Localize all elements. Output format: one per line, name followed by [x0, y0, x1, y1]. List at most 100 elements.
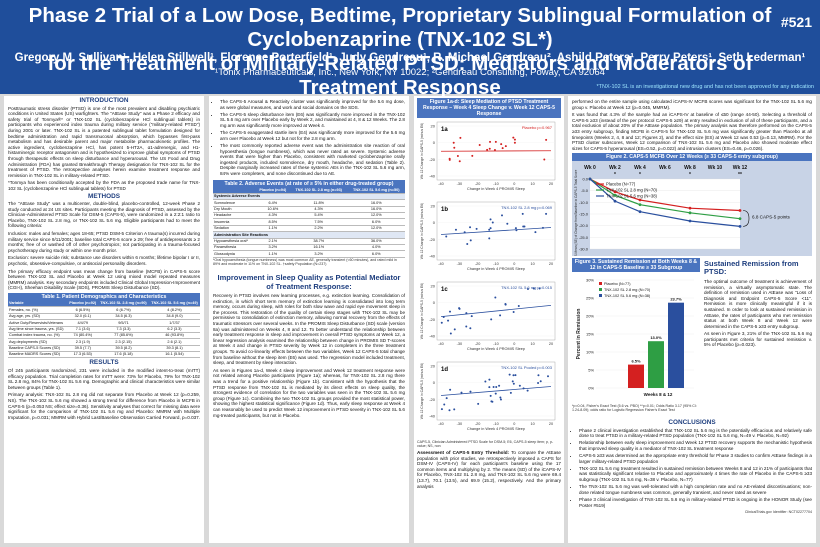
- data-point: [512, 310, 515, 313]
- week-label: Wk 8: [684, 165, 696, 171]
- table-cell: 2.2%: [289, 225, 348, 233]
- data-point: [499, 314, 502, 317]
- data-point: [534, 231, 537, 234]
- data-point: [471, 154, 474, 157]
- y-tick-label: 0: [433, 140, 436, 145]
- series-point: [638, 198, 642, 202]
- data-point: [490, 318, 493, 321]
- x-tick-label: -20: [475, 262, 481, 266]
- table-row: Avg age, yrs. (SD) 32.0 (6.1) 34.5 (6.3) 34…: [8, 313, 200, 321]
- week-label: Wk 12: [733, 165, 748, 171]
- y-axis-label: Percent in Remission: [576, 309, 582, 360]
- table1-header: Placebo (n=92): [67, 301, 98, 308]
- table-cell: 39.5 (7.7): [67, 345, 98, 353]
- data-point: [512, 136, 515, 139]
- x-axis-label: Change in Week 4 PROMIS Sleep: [467, 427, 525, 431]
- x-tick-label: 10: [531, 342, 535, 346]
- sustained-remission-block: Sustained Remission from PTSD: The optim…: [704, 258, 812, 350]
- y-tick-label: 20: [431, 364, 436, 369]
- table-row: Active Duty/Reservists/Veterans 4/4/79 9/5…: [8, 319, 200, 327]
- conclusion-item: CAPS-5 ≥33 was determined as the appropr…: [579, 453, 812, 464]
- title-line-1: Phase 2 Trial of a Low Dose, Bedtime, Pr…: [28, 4, 772, 51]
- data-point: [526, 287, 529, 290]
- table-cell: Avg age, yrs. (SD): [8, 313, 68, 321]
- week-label: Wk 2: [609, 165, 621, 171]
- investigational-disclaimer: *TNX-102 SL is an investigational new dr…: [596, 84, 815, 90]
- conclusion-item: Phase 3 clinical investigation of TNX-10…: [579, 497, 812, 508]
- table-section-row: Systemic Adverse Events: [213, 193, 405, 201]
- conclusion-item: Phase 2 clinical investigation establish…: [579, 428, 812, 439]
- data-point: [538, 287, 541, 290]
- table1-title: Table 1. Patient Demographics and Charac…: [8, 293, 200, 301]
- column-4: performed on the entire sample using cal…: [568, 96, 816, 543]
- y-tick-label: -40: [429, 254, 436, 259]
- x-tick-label: 10: [531, 422, 535, 426]
- col4-paragraph-2: It was found that 4.3% of the sample had…: [572, 112, 812, 151]
- x-tick-label: -10: [493, 342, 499, 346]
- table-cell: 4.3%: [289, 206, 348, 214]
- figure2-line-chart: Wk 0 Wk 2 Wk 4 Wk 6 Wk 8 Wk 10 Wk 12* * * **0.0-5…: [572, 161, 812, 259]
- series-point: [613, 190, 617, 194]
- legend-swatch: [599, 287, 602, 291]
- table-cell: Baseline MADRS Scores (SD): [8, 351, 68, 359]
- table-cell: 39.5 (8.2): [97, 345, 149, 353]
- table-cell: 17.6 (5.18): [97, 351, 149, 359]
- data-point: [532, 287, 535, 290]
- bar-value-label: 6.5%: [631, 359, 641, 364]
- table1-header: TNX-102 SL 5.6 mg (n=49): [148, 301, 200, 308]
- series-point: [638, 203, 642, 207]
- data-point: [488, 147, 491, 150]
- data-point: [459, 136, 462, 139]
- figure2-title: Figure 2. CAPS-5 MCFB Over 12 Weeks (≥ 3…: [572, 153, 812, 162]
- data-point: [537, 382, 540, 385]
- data-point: [465, 325, 468, 328]
- table-cell: 12.0%: [347, 212, 405, 220]
- table1-header: TNX-102 SL 2.8 mg (n=90): [97, 301, 149, 308]
- table-row: Hypoaesthesia oral* 2.1% 38.7% 36.0%: [213, 238, 405, 245]
- y-tick-label: 15%: [586, 331, 594, 336]
- data-point: [512, 382, 515, 385]
- data-point: [445, 235, 448, 238]
- table2-footnote: *Oral hypoaesthesia (tongue numbness) wa…: [213, 257, 397, 266]
- data-point: [458, 160, 461, 163]
- x-tick-label: 20: [549, 422, 553, 426]
- data-point: [500, 214, 503, 217]
- y-tick-label: 5%: [588, 367, 594, 372]
- adverse-events-table: Placebo (n=94) TNX-102 SL 2.8 mg (n=93) …: [213, 187, 405, 258]
- legend-label: TNX-102 SL 2.8 mg (N=70): [606, 188, 658, 193]
- x-tick-label: -40: [438, 182, 444, 186]
- data-point: [449, 388, 452, 391]
- table-cell: Avg time since trauma, yrs. (SD): [8, 326, 68, 333]
- x-tick-label: -40: [438, 262, 444, 266]
- data-point: [513, 141, 516, 144]
- data-point: [498, 384, 501, 387]
- table-row: Somnolence 6.4% 11.8% 16.0%: [213, 199, 405, 207]
- table-cell: 4/4/79: [67, 319, 98, 327]
- table-cell: 8.5%: [255, 218, 290, 226]
- sustained-paragraph-2: As seen in Figure 3, 21% of the TNX-102 …: [704, 331, 812, 348]
- table-cell: Avg deployments (SD): [8, 338, 68, 346]
- results-paragraph-1: Of 245 participants randomized, 231 were…: [8, 367, 200, 390]
- data-point: [526, 389, 529, 392]
- data-point: [489, 227, 492, 230]
- data-point: [453, 146, 456, 149]
- data-point: [460, 391, 463, 394]
- table-section-row: Administration Site Reactions: [213, 231, 405, 239]
- y-tick-label: 10%: [586, 349, 594, 354]
- panel-legend: Placebo p=0.967: [522, 125, 553, 130]
- table-row: Sedation 1.1% 2.2% 12.0%: [213, 225, 405, 233]
- data-point: [488, 378, 491, 381]
- data-point: [508, 373, 511, 376]
- legend-label: Placebo (N=77): [604, 282, 631, 286]
- data-point: [513, 138, 516, 141]
- trial-identifier: ClinicalTrials.gov Identifier: NCT022777…: [744, 509, 812, 514]
- y-tick-label: 0: [433, 220, 436, 225]
- sleep-heading: Improvement in Sleep Quality as Potentia…: [217, 273, 401, 291]
- panel-legend: TNX-102 SL 5.6 mg p=0.015: [501, 285, 553, 290]
- figure3-title: Figure 3. Sustained Remission at Both We…: [572, 257, 700, 272]
- results-bullets: The CAPS-5 Arousal & Reactivity cluster …: [213, 99, 405, 177]
- y-axis-label: Wk 12 Change in CAPS-5 (minus E6): [420, 203, 424, 260]
- x-tick-label: 0: [513, 182, 515, 186]
- y-tick-label: -40: [429, 174, 436, 179]
- table-cell: Insomnia: [213, 218, 256, 226]
